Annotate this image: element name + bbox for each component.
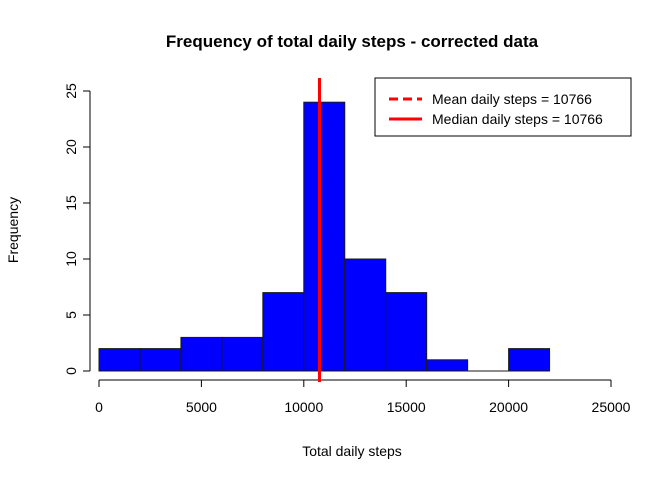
histogram-bar-7 bbox=[385, 292, 428, 372]
bars-group bbox=[98, 101, 551, 372]
histogram-bar-6 bbox=[344, 258, 387, 372]
x-tick-label-4: 20000 bbox=[489, 399, 528, 415]
x-tick-label-0: 0 bbox=[95, 399, 103, 415]
x-axis-label: Total daily steps bbox=[302, 443, 402, 459]
legend: Mean daily steps = 10766 Median daily ste… bbox=[374, 77, 632, 137]
chart-title: Frequency of total daily steps - correct… bbox=[166, 32, 539, 51]
histogram-bar-5 bbox=[303, 101, 346, 372]
legend-box bbox=[374, 77, 632, 137]
histogram-bar-2 bbox=[180, 336, 223, 372]
x-tick-label-3: 15000 bbox=[387, 399, 426, 415]
histogram-bar-4 bbox=[262, 292, 305, 372]
x-tick-label-2: 10000 bbox=[284, 399, 323, 415]
histogram-bar-3 bbox=[221, 336, 264, 372]
y-axis: 0 5 10 15 20 25 bbox=[63, 83, 91, 375]
y-tick-label-3: 15 bbox=[63, 195, 79, 211]
y-tick-label-4: 20 bbox=[63, 139, 79, 155]
legend-label-1: Median daily steps = 10766 bbox=[432, 111, 603, 127]
y-axis-label: Frequency bbox=[5, 197, 21, 263]
histogram-bar-1 bbox=[139, 348, 182, 372]
x-axis: 0 5000 10000 15000 20000 25000 bbox=[95, 379, 631, 415]
x-tick-label-5: 25000 bbox=[592, 399, 631, 415]
y-tick-label-2: 10 bbox=[63, 251, 79, 267]
x-tick-label-1: 5000 bbox=[186, 399, 217, 415]
y-tick-label-0: 0 bbox=[63, 367, 79, 375]
histogram-bar-0 bbox=[98, 348, 141, 372]
histogram-bar-8 bbox=[426, 359, 469, 372]
y-tick-label-5: 25 bbox=[63, 83, 79, 99]
y-tick-label-1: 5 bbox=[63, 311, 79, 319]
histogram-bar-10 bbox=[508, 348, 551, 372]
legend-label-0: Mean daily steps = 10766 bbox=[432, 91, 592, 107]
